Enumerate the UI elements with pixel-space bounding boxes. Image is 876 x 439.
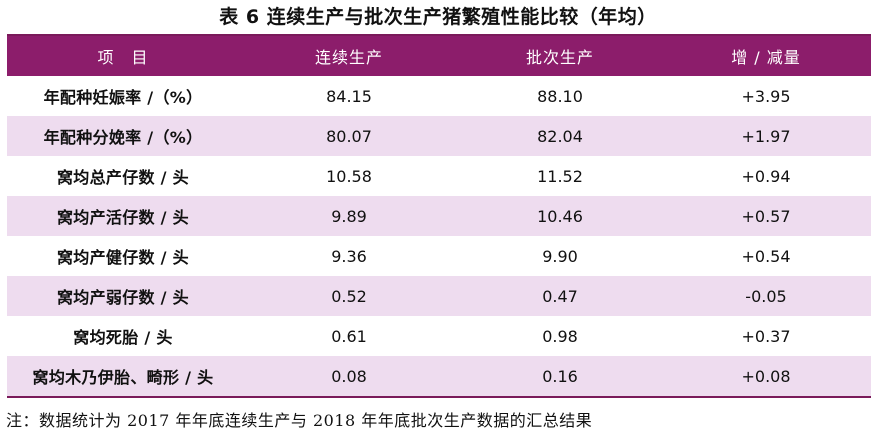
row-batch-value: 0.47 — [542, 286, 578, 306]
row-batch-value: 9.90 — [542, 246, 578, 266]
row-item-label: 窝均木乃伊胎、畸形 / 头 — [32, 368, 214, 387]
row-continuous-value: 84.15 — [326, 86, 372, 106]
row-change-value: -0.05 — [745, 286, 787, 306]
table-header-row: 项 目 连续生产 批次生产 增 / 减量 — [7, 36, 871, 76]
table-row: 窝均产健仔数 / 头 9.36 9.90 +0.54 — [7, 236, 871, 276]
row-change-value: +0.57 — [741, 206, 791, 226]
table-row: 窝均产活仔数 / 头 9.89 10.46 +0.57 — [7, 196, 871, 236]
row-continuous-value: 9.89 — [331, 206, 367, 226]
row-continuous-value: 0.52 — [331, 286, 367, 306]
header-batch: 批次生产 — [525, 48, 594, 67]
row-item-label: 窝均死胎 / 头 — [73, 328, 173, 347]
table-row: 年配种妊娠率 /（%） 84.15 88.10 +3.95 — [7, 76, 871, 116]
row-batch-value: 82.04 — [537, 126, 583, 146]
row-item-label: 窝均总产仔数 / 头 — [57, 168, 189, 187]
header-item: 项 目 — [97, 48, 149, 67]
table-note: 注：数据统计为 2017 年年底连续生产与 2018 年年底批次生产数据的汇总结… — [6, 411, 593, 430]
row-batch-value: 10.46 — [537, 206, 583, 226]
row-continuous-value: 80.07 — [326, 126, 372, 146]
table-row: 窝均死胎 / 头 0.61 0.98 +0.37 — [7, 316, 871, 356]
row-change-value: +0.08 — [741, 366, 791, 386]
row-continuous-value: 0.61 — [331, 326, 367, 346]
row-continuous-value: 0.08 — [331, 366, 367, 386]
header-continuous: 连续生产 — [314, 48, 383, 67]
row-batch-value: 11.52 — [537, 166, 583, 186]
table-title: 表 6 连续生产与批次生产猪繁殖性能比较（年均） — [219, 6, 657, 28]
row-item-label: 窝均产活仔数 / 头 — [57, 208, 189, 227]
row-change-value: +3.95 — [741, 86, 791, 106]
row-continuous-value: 9.36 — [331, 246, 367, 266]
table-row: 窝均产弱仔数 / 头 0.52 0.47 -0.05 — [7, 276, 871, 316]
row-change-value: +0.37 — [741, 326, 791, 346]
row-item-label: 年配种分娩率 /（%） — [43, 128, 203, 147]
row-item-label: 年配种妊娠率 /（%） — [43, 88, 203, 107]
row-change-value: +0.54 — [741, 246, 791, 266]
comparison-table: 项 目 连续生产 批次生产 增 / 减量 年配种妊娠率 /（%） 84.15 8… — [7, 34, 871, 398]
row-batch-value: 0.98 — [542, 326, 578, 346]
row-item-label: 窝均产弱仔数 / 头 — [57, 288, 189, 307]
row-continuous-value: 10.58 — [326, 166, 372, 186]
row-item-label: 窝均产健仔数 / 头 — [57, 248, 189, 267]
row-change-value: +1.97 — [741, 126, 791, 146]
table-row: 窝均木乃伊胎、畸形 / 头 0.08 0.16 +0.08 — [7, 356, 871, 396]
header-change: 增 / 减量 — [731, 48, 801, 67]
table-row: 年配种分娩率 /（%） 80.07 82.04 +1.97 — [7, 116, 871, 156]
table-row: 窝均总产仔数 / 头 10.58 11.52 +0.94 — [7, 156, 871, 196]
row-batch-value: 88.10 — [537, 86, 583, 106]
row-change-value: +0.94 — [741, 166, 791, 186]
row-batch-value: 0.16 — [542, 366, 578, 386]
